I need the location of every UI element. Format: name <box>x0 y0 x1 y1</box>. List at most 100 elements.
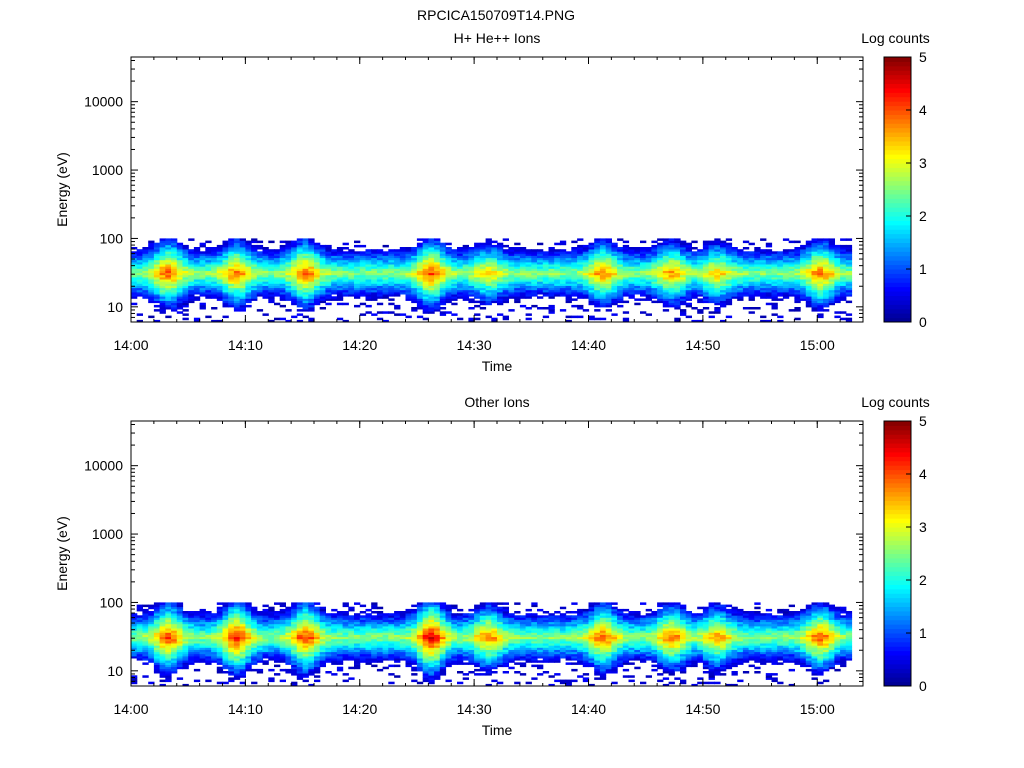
spectrogram-cell <box>171 632 178 635</box>
spectrogram-cell <box>628 257 635 261</box>
spectrogram-cell <box>399 279 407 282</box>
spectrogram-cell <box>342 653 349 657</box>
spectrogram-cell <box>228 274 235 278</box>
spectrogram-cell <box>171 307 178 310</box>
spectrogram-cell <box>222 606 229 610</box>
spectrogram-cell <box>474 244 481 248</box>
spectrogram-cell <box>251 615 258 618</box>
spectrogram-cell <box>800 270 807 274</box>
spectrogram-cell <box>251 632 258 635</box>
spectrogram-cell <box>399 277 407 280</box>
spectrogram-cell <box>216 279 224 282</box>
spectrogram-cell <box>388 281 395 284</box>
spectrogram-cell <box>296 272 304 276</box>
spectrogram-cell <box>617 285 624 289</box>
spectrogram-cell <box>674 272 681 276</box>
spectrogram-cell <box>216 277 224 280</box>
spectrogram-cell <box>537 274 544 278</box>
spectrogram-cell <box>485 315 492 319</box>
spectrogram-cell <box>142 658 149 661</box>
spectrogram-cell <box>331 615 338 618</box>
spectrogram-cell <box>599 264 607 267</box>
spectrogram-cell <box>239 641 246 644</box>
spectrogram-cell <box>611 255 618 259</box>
spectrogram-cell <box>491 317 498 321</box>
spectrogram-cell <box>171 604 178 608</box>
spectrogram-cell <box>742 294 750 297</box>
spectrogram-cell <box>171 274 178 278</box>
spectrogram-cell <box>188 238 195 241</box>
spectrogram-cell <box>548 264 555 267</box>
spectrogram-cell <box>376 285 384 289</box>
spectrogram-cell <box>279 287 286 291</box>
spectrogram-cell <box>285 242 292 246</box>
spectrogram-cell <box>239 253 246 256</box>
spectrogram-cell <box>205 660 212 663</box>
spectrogram-cell <box>725 238 733 241</box>
spectrogram-cell <box>782 255 790 259</box>
spectrogram-cell <box>193 285 201 289</box>
spectrogram-cell <box>411 281 418 284</box>
spectrogram-cell <box>502 244 509 248</box>
spectrogram-cell <box>176 626 184 629</box>
spectrogram-cell <box>405 298 412 301</box>
spectrogram-cell <box>142 279 149 282</box>
spectrogram-cell <box>159 249 166 252</box>
spectrogram-cell <box>548 281 555 284</box>
spectrogram-cell <box>405 294 412 297</box>
spectrogram-cell <box>525 262 532 265</box>
spectrogram-cell <box>376 292 384 295</box>
spectrogram-cell <box>702 283 710 286</box>
spectrogram-cell <box>828 244 835 248</box>
spectrogram-cell <box>256 270 264 274</box>
spectrogram-cell <box>782 272 790 276</box>
spectrogram-cell <box>291 621 298 625</box>
spectrogram-cell <box>153 647 161 650</box>
spectrogram-cell <box>645 262 652 265</box>
spectrogram-cell <box>588 281 595 284</box>
spectrogram-cell <box>285 671 292 674</box>
spectrogram-cell <box>308 292 315 295</box>
spectrogram-cell <box>205 283 212 286</box>
spectrogram-cell <box>725 255 733 259</box>
spectrogram-cell <box>239 604 246 608</box>
spectrogram-cell <box>205 264 212 267</box>
spectrogram-cell <box>434 285 441 289</box>
spectrogram-cell <box>314 613 321 616</box>
spectrogram-cell <box>136 277 143 280</box>
spectrogram-cell <box>365 279 372 282</box>
spectrogram-cell <box>634 285 641 289</box>
spectrogram-cell <box>634 281 641 284</box>
spectrogram-cell <box>331 636 338 640</box>
spectrogram-cell <box>491 251 498 254</box>
spectrogram-cell <box>594 264 601 267</box>
spectrogram-cell <box>165 626 172 629</box>
spectrogram-cell <box>479 285 487 289</box>
spectrogram-cell <box>199 632 206 635</box>
spectrogram-cell <box>811 283 818 286</box>
spectrogram-cell <box>577 238 584 241</box>
spectrogram-cell <box>165 283 172 286</box>
spectrogram-cell <box>817 244 824 248</box>
spectrogram-cell <box>285 268 292 271</box>
spectrogram-cell <box>296 279 304 282</box>
spectrogram-cell <box>416 259 424 263</box>
spectrogram-cell <box>342 641 349 644</box>
spectrogram-cell <box>714 289 721 293</box>
spectrogram-cell <box>508 270 515 274</box>
spectrogram-cell <box>685 279 692 282</box>
spectrogram-cell <box>199 645 206 648</box>
spectrogram-cell <box>216 285 224 289</box>
spectrogram-cell <box>422 249 429 252</box>
spectrogram-cell <box>439 283 447 286</box>
spectrogram-cell <box>691 262 698 265</box>
spectrogram-cell <box>279 274 286 278</box>
spectrogram-cell <box>771 298 778 301</box>
spectrogram-cell <box>588 294 595 297</box>
spectrogram-cell <box>640 264 647 267</box>
spectrogram-cell <box>594 268 601 271</box>
spectrogram-cell <box>159 651 166 655</box>
spectrogram-cell <box>211 289 218 293</box>
spectrogram-cell <box>828 259 835 263</box>
spectrogram-cell <box>371 268 378 271</box>
